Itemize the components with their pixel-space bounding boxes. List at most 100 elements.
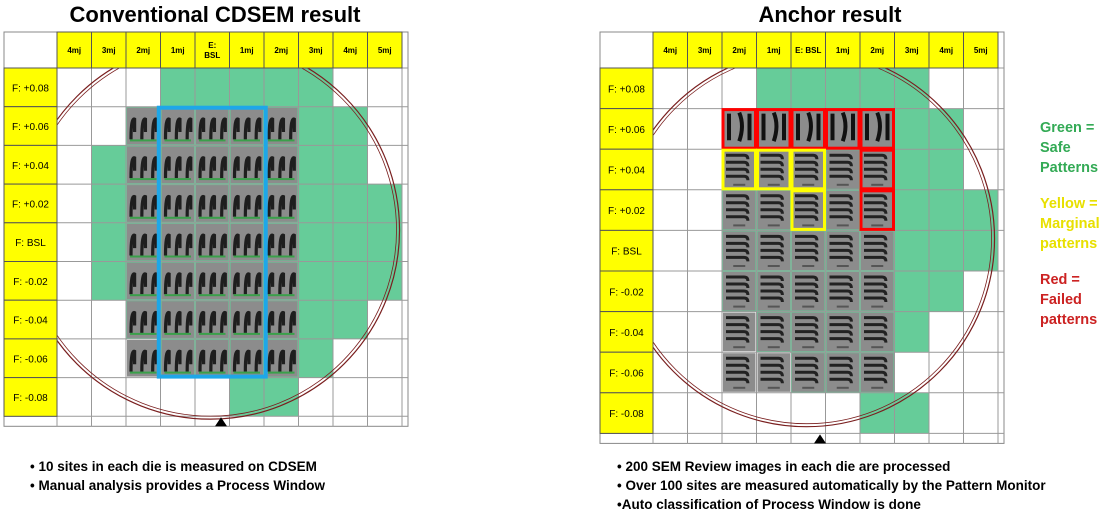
sem-pattern-line: [795, 330, 819, 336]
sem-pattern-line: [129, 311, 137, 333]
sem-pattern-line: [220, 311, 227, 333]
sem-pattern-line: [829, 330, 853, 336]
sem-pattern-line: [726, 363, 750, 370]
sem-pattern-line: [209, 272, 217, 295]
sem-pattern-line: [151, 233, 158, 256]
sem-pattern-line: [760, 194, 784, 200]
sem-label: [871, 265, 884, 267]
sem-pattern-line: [829, 160, 853, 167]
sem-pattern-line: [726, 282, 750, 289]
sem-pattern-line: [220, 156, 227, 179]
sem-pattern-line: [795, 316, 819, 322]
sem-pattern-line: [795, 255, 819, 262]
safe-cell: [894, 189, 929, 231]
safe-cell: [929, 108, 964, 150]
sem-pattern-line: [864, 377, 888, 384]
safe-cell: [894, 108, 929, 150]
failed-pattern-frame: [721, 108, 757, 150]
left-bullet-2: • Manual analysis provides a Process Win…: [30, 478, 325, 493]
sem-pattern-line: [760, 241, 784, 248]
sem-pattern-line: [864, 167, 888, 174]
safe-cell: [333, 145, 368, 185]
sem-pattern-line: [795, 215, 819, 221]
safe-cell: [298, 106, 333, 146]
sem-pattern-line: [760, 248, 784, 255]
column-header-cell: [859, 31, 895, 69]
sem-pattern-line: [864, 215, 888, 221]
sem-pattern-line: [289, 194, 296, 217]
row-header-cell: [599, 351, 654, 394]
row-header-label: F: +0.02: [12, 199, 49, 210]
sem-label: [836, 305, 849, 308]
column-header-cell: [894, 31, 930, 69]
sem-pattern-line: [726, 194, 750, 200]
right-title: Anchor result: [758, 2, 902, 27]
column-header-cell: [298, 31, 334, 69]
wafer-notch: [814, 434, 826, 444]
column-header-label: E:: [208, 41, 216, 50]
sem-pattern-line: [198, 311, 206, 333]
sem-pattern-line: [243, 311, 251, 333]
sem-pattern-line: [829, 282, 853, 289]
sem-pattern-line: [726, 248, 750, 255]
sem-label: [767, 265, 780, 267]
sem-label: [268, 294, 295, 297]
safe-cell: [333, 184, 368, 223]
right-bullet-1: • 200 SEM Review images in each die are …: [617, 459, 951, 474]
sem-pattern-line: [163, 194, 171, 217]
sem-pattern-line: [140, 194, 148, 217]
sem-label: [733, 386, 746, 389]
sem-pattern-line: [267, 233, 275, 256]
sem-pattern-line: [726, 275, 750, 282]
sem-pattern-line: [267, 117, 275, 140]
sem-pattern-line: [864, 296, 888, 303]
sem-pattern-line: [129, 156, 137, 179]
sem-pattern-line: [185, 233, 193, 256]
sem-label: [130, 294, 157, 297]
sem-label: [836, 224, 849, 227]
right-wafer-group: 4mj 3mj 2mj 1mj E: BSL 1mj 2mj 3mj 4mj 5mj F: +0.0…: [599, 31, 1005, 444]
sem-pattern-line: [864, 275, 888, 282]
sem-label: [733, 305, 746, 308]
row-header-label: F: -0.02: [13, 277, 48, 288]
sem-label: [164, 332, 191, 335]
safe-cell: [333, 300, 368, 339]
sem-label: [836, 346, 849, 349]
sem-pattern-line: [726, 160, 750, 167]
sem-pattern-line: [864, 160, 888, 167]
row-header-label: F: -0.06: [13, 354, 48, 365]
sem-pattern-line: [289, 349, 296, 372]
row-header-label: F: +0.08: [608, 84, 645, 95]
safe-cell: [91, 261, 126, 301]
sem-label: [767, 183, 780, 186]
sem-pattern-line: [174, 233, 182, 256]
safe-cell: [791, 68, 826, 109]
safe-cell: [298, 68, 333, 107]
sem-pattern-line: [232, 233, 240, 256]
sem-pattern-line: [726, 289, 750, 296]
sem-pattern-line: [243, 117, 251, 140]
sem-pattern-line: [209, 349, 217, 372]
sem-pattern-line: [254, 194, 262, 217]
column-header-label: 3mj: [309, 46, 323, 55]
sem-pattern-line: [864, 153, 888, 160]
sem-pattern-line: [760, 201, 784, 207]
sem-pattern-line: [829, 316, 853, 322]
column-header-label: 4mj: [663, 46, 677, 55]
sem-label: [233, 139, 260, 142]
column-header-label: 3mj: [698, 46, 712, 55]
sem-pattern-line: [267, 194, 275, 217]
sem-label: [767, 386, 780, 389]
sem-pattern-line: [727, 111, 752, 142]
sem-pattern-line: [829, 248, 853, 255]
row-header-cell: [3, 183, 58, 224]
sem-pattern-line: [243, 156, 251, 179]
sem-pattern-line: [829, 296, 853, 303]
sem-pattern-line: [254, 349, 262, 372]
sem-label: [268, 255, 295, 258]
sem-pattern-line: [864, 289, 888, 296]
sem-pattern-line: [278, 311, 286, 333]
sem-pattern-line: [795, 248, 819, 255]
row-header-label: F: -0.04: [13, 316, 48, 327]
sem-label: [164, 178, 191, 181]
